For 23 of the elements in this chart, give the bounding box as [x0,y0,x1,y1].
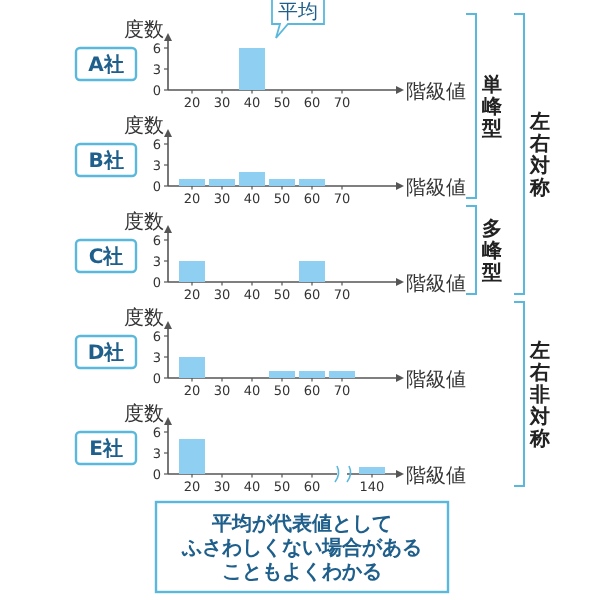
text: E社 [89,437,123,461]
text: 左右非対称 [528,339,552,451]
text: D社 [87,341,125,365]
x-axis-title: 階級値 [406,368,466,392]
text: こともよくわかる [222,562,382,584]
x-axis-title: 階級値 [406,464,466,488]
x-axis-title: 階級値 [406,272,466,296]
y-axis-title: 度数 [124,402,164,426]
y-axis-title: 度数 [124,210,164,234]
annotation: 平均 [278,0,318,24]
text: 左右対称 [528,110,552,200]
x-axis-title: 階級値 [406,80,466,104]
text: ふさわしくない場合がある [180,536,422,560]
text: 多峰型 [480,217,504,285]
y-axis-title: 度数 [124,18,164,42]
text: C社 [88,245,124,269]
text: 平均が代表値として [210,512,392,536]
x-axis-title: 階級値 [406,176,466,200]
text: 単峰型 [480,73,504,141]
y-axis-title: 度数 [124,114,164,138]
text: A社 [88,53,124,77]
text: B社 [88,149,124,173]
y-axis-title: 度数 [124,306,164,330]
